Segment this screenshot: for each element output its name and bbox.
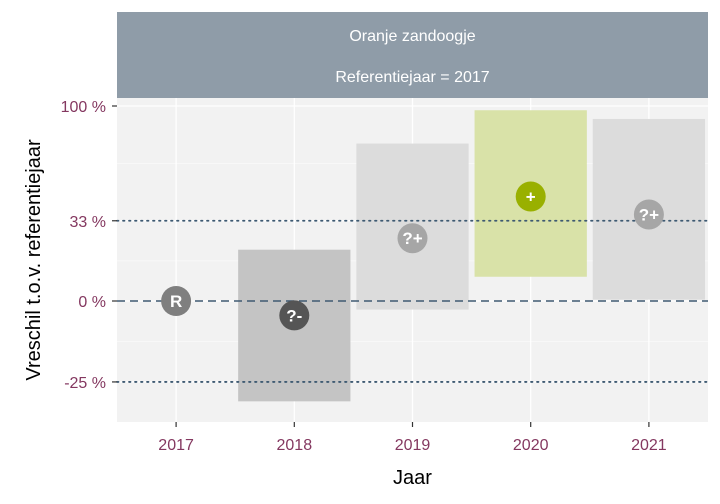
point-label-2018: ?- (286, 306, 302, 325)
facet-strip (117, 12, 708, 98)
y-tick-label: 33 % (70, 214, 106, 231)
point-marker-2021 (633, 199, 664, 230)
chart-subtitle: Referentiejaar = 2017 (335, 69, 489, 86)
y-tick-label: 100 % (61, 99, 106, 116)
confidence-bands (238, 110, 706, 402)
y-tick-label: 0 % (78, 294, 106, 311)
point-label-2017: R (170, 292, 182, 311)
x-axis-title: Jaar (393, 467, 432, 489)
point-marker-2018 (279, 300, 310, 331)
point-label-2019: ?+ (402, 229, 422, 248)
x-axis: 2017 2018 2019 2020 2021 (158, 422, 667, 454)
x-tick-label: 2021 (631, 437, 667, 454)
y-axis-title: Vreschil t.o.v. referentiejaar (23, 139, 45, 381)
point-label-2021: ?+ (639, 205, 659, 224)
data-points: R ?- ?+ + ?+ (161, 181, 664, 331)
y-axis: -25 % 0 % 33 % 100 % (61, 99, 117, 392)
x-tick-label: 2019 (395, 437, 431, 454)
reference-lines (116, 219, 709, 383)
point-marker-2017 (161, 286, 192, 316)
point-label-2020: + (526, 187, 536, 206)
point-marker-2019 (397, 223, 428, 254)
point-marker-2020 (515, 181, 546, 212)
y-tick-label: -25 % (64, 375, 106, 392)
x-tick-label: 2018 (277, 437, 313, 454)
chart-title: Oranje zandoogje (349, 28, 475, 45)
x-tick-label: 2020 (513, 437, 549, 454)
x-tick-label: 2017 (158, 437, 194, 454)
